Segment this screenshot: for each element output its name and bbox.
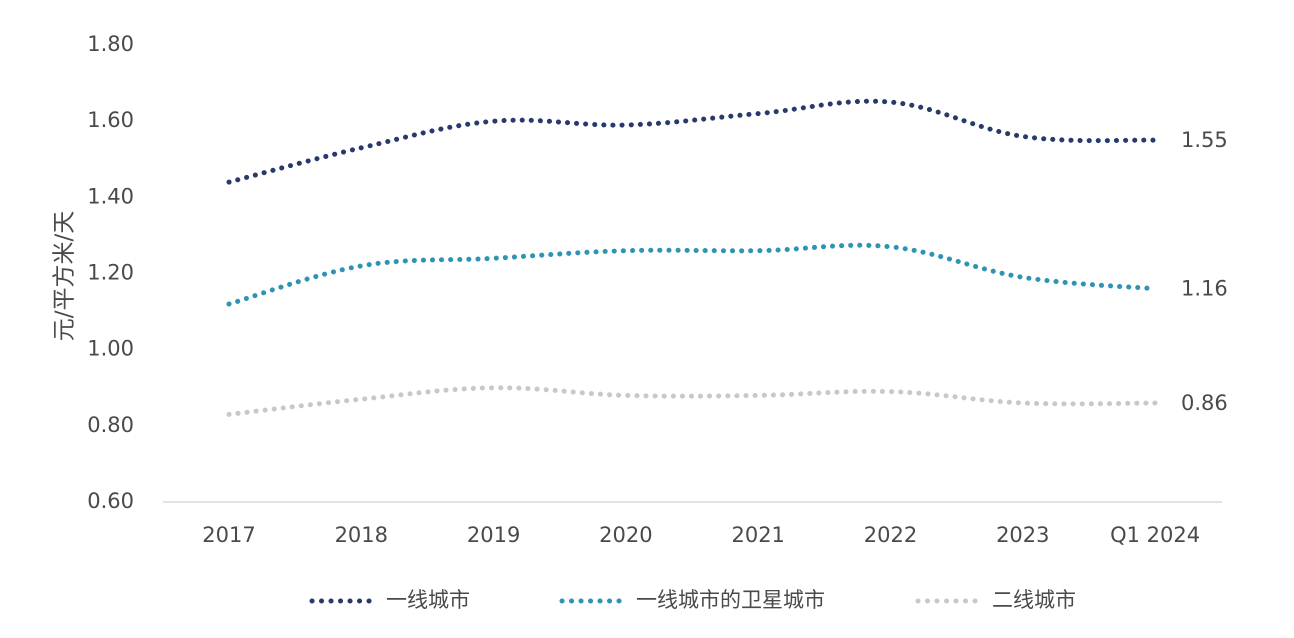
x-tick-label: 2017 bbox=[202, 523, 255, 547]
end-value-label: 0.86 bbox=[1181, 391, 1228, 415]
y-tick-label: 1.00 bbox=[87, 337, 134, 361]
series-line bbox=[229, 101, 1155, 182]
y-tick-label: 0.80 bbox=[87, 413, 134, 437]
end-value-label: 1.16 bbox=[1181, 277, 1228, 301]
x-tick-label: 2023 bbox=[996, 523, 1049, 547]
x-tick-label: 2018 bbox=[335, 523, 388, 547]
y-tick-label: 1.80 bbox=[87, 32, 134, 56]
x-tick-label: 2020 bbox=[599, 523, 652, 547]
y-tick-label: 1.60 bbox=[87, 108, 134, 132]
legend-item: 一线城市 bbox=[312, 588, 470, 612]
legend-label: 二线城市 bbox=[992, 588, 1076, 612]
x-tick-label: 2022 bbox=[864, 523, 917, 547]
series-1 bbox=[229, 101, 1155, 182]
y-tick-label: 1.40 bbox=[87, 184, 134, 208]
y-tick-labels: 0.60 0.80 1.00 1.20 1.40 1.60 1.80 bbox=[87, 32, 134, 513]
x-tick-label: Q1 2024 bbox=[1110, 523, 1200, 547]
y-tick-label: 1.20 bbox=[87, 261, 134, 285]
series-3 bbox=[229, 388, 1155, 415]
x-tick-label: 2019 bbox=[467, 523, 520, 547]
end-value-labels: 1.55 1.16 0.86 bbox=[1181, 128, 1228, 415]
series-2 bbox=[229, 245, 1155, 304]
x-tick-label: 2021 bbox=[731, 523, 784, 547]
legend-label: 一线城市 bbox=[386, 588, 470, 612]
y-tick-label: 0.60 bbox=[87, 489, 134, 513]
legend-label: 一线城市的卫星城市 bbox=[636, 588, 825, 612]
series-line bbox=[229, 245, 1155, 304]
y-axis-title: 元/平方米/天 bbox=[52, 211, 78, 342]
series-line bbox=[229, 388, 1155, 415]
series-lines bbox=[229, 101, 1155, 414]
legend-item: 二线城市 bbox=[918, 588, 1076, 612]
legend: 一线城市 一线城市的卫星城市 二线城市 bbox=[312, 588, 1076, 612]
x-tick-labels: 2017 2018 2019 2020 2021 2022 2023 Q1 2024 bbox=[202, 523, 1200, 547]
legend-item: 一线城市的卫星城市 bbox=[562, 588, 825, 612]
end-value-label: 1.55 bbox=[1181, 128, 1228, 152]
